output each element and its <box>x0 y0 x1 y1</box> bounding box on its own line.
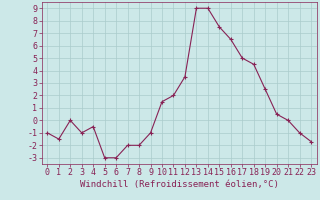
X-axis label: Windchill (Refroidissement éolien,°C): Windchill (Refroidissement éolien,°C) <box>80 180 279 189</box>
